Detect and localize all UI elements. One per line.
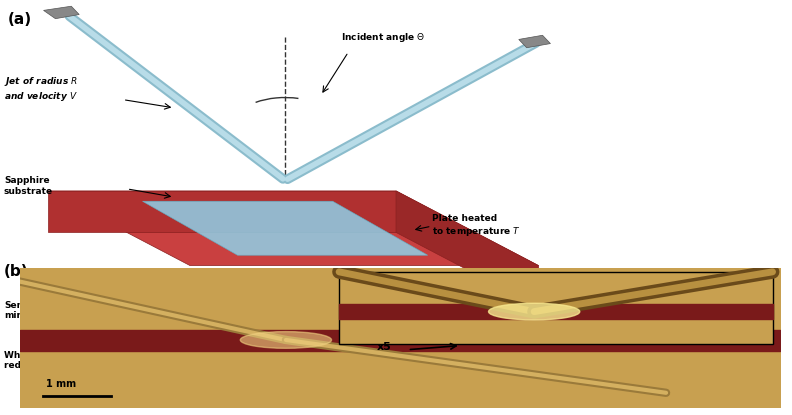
Polygon shape: [48, 191, 539, 266]
Circle shape: [243, 346, 272, 361]
Text: Sapphire
substrate: Sapphire substrate: [4, 176, 53, 196]
Text: Plate heated
to temperature $T$: Plate heated to temperature $T$: [432, 214, 520, 237]
Circle shape: [489, 303, 580, 320]
Polygon shape: [223, 303, 292, 342]
Circle shape: [469, 316, 497, 331]
Text: Semi-transparent
mirror: Semi-transparent mirror: [4, 301, 93, 320]
Text: Jet of radius $R$
and velocity $V$: Jet of radius $R$ and velocity $V$: [4, 75, 78, 103]
Polygon shape: [48, 191, 396, 232]
Bar: [495, 301, 519, 309]
Text: (b): (b): [4, 264, 29, 278]
Text: High speed camera: High speed camera: [471, 297, 569, 306]
Polygon shape: [44, 6, 79, 19]
Text: x5: x5: [377, 342, 392, 352]
Polygon shape: [396, 191, 539, 307]
Polygon shape: [519, 35, 550, 48]
Text: Incident angle $\Theta$: Incident angle $\Theta$: [341, 31, 425, 44]
Bar: [339, 272, 772, 344]
Text: White or
red light: White or red light: [4, 351, 48, 370]
Circle shape: [240, 332, 332, 348]
Text: (a): (a): [8, 12, 32, 27]
FancyBboxPatch shape: [248, 356, 265, 370]
Polygon shape: [198, 295, 309, 353]
Polygon shape: [143, 201, 428, 255]
Text: 1 mm: 1 mm: [47, 379, 77, 389]
Bar: [483, 309, 558, 338]
